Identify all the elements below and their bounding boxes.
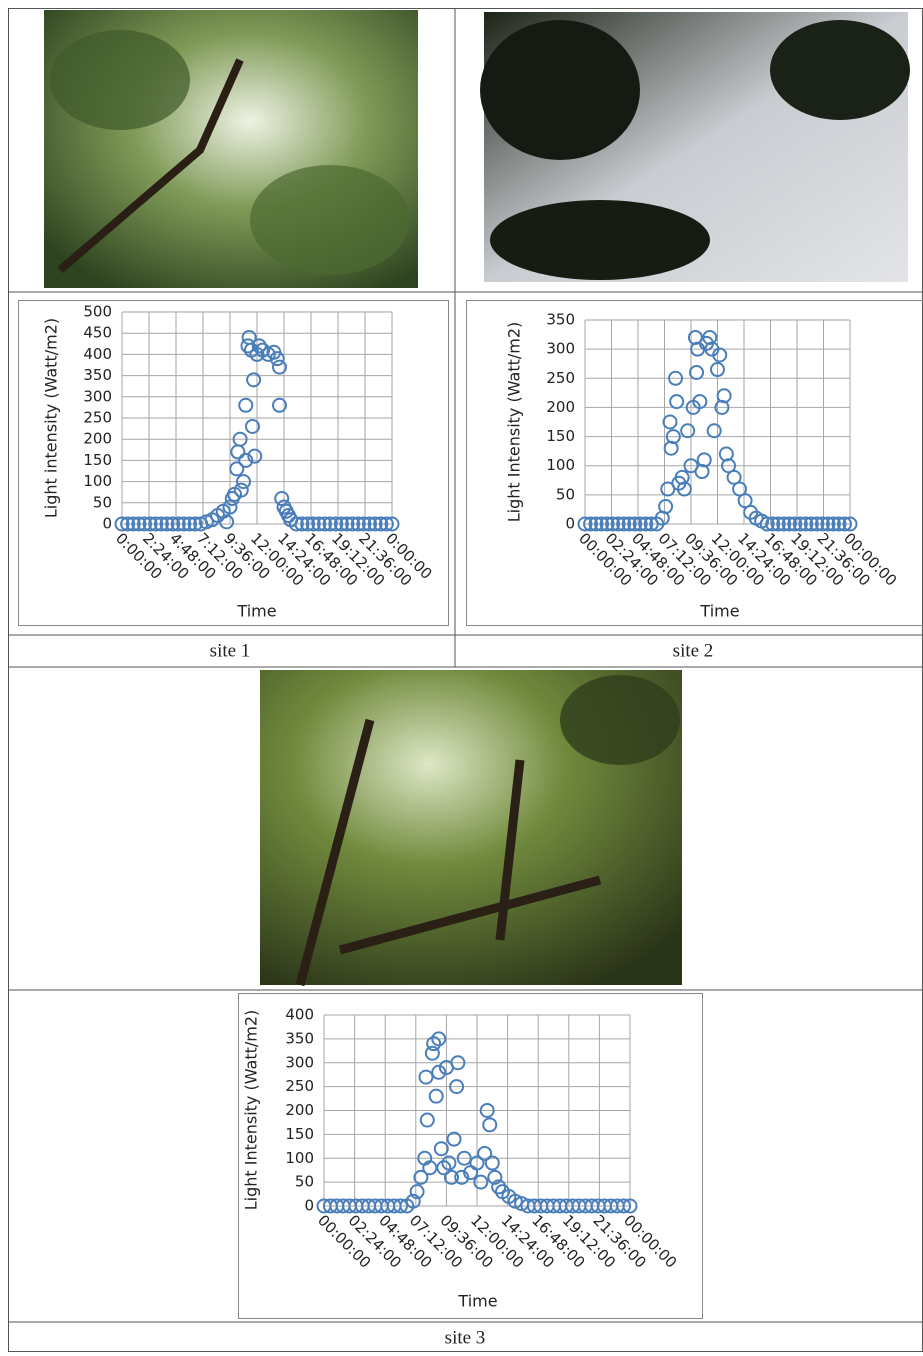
y-tick-label: 250	[546, 369, 575, 387]
y-tick-label: 250	[285, 1077, 314, 1095]
x-axis-title: Time	[699, 602, 739, 621]
y-tick-label: 150	[83, 451, 112, 469]
y-axis-title: Light intensity (Watt/m2)	[42, 318, 61, 518]
y-tick-label: 250	[83, 409, 112, 427]
point	[690, 366, 703, 379]
y-tick-label: 350	[285, 1029, 314, 1047]
point	[681, 424, 694, 437]
y-tick-label: 400	[285, 1006, 314, 1024]
y-tick-label: 200	[285, 1101, 314, 1119]
point	[670, 395, 683, 408]
y-tick-label: 50	[93, 493, 112, 511]
point	[708, 424, 721, 437]
y-tick-label: 50	[556, 485, 575, 503]
caption: site 1	[210, 640, 251, 661]
point	[483, 1118, 496, 1131]
point	[664, 416, 677, 429]
caption: site 3	[445, 1327, 486, 1348]
y-tick-label: 0	[304, 1197, 314, 1215]
y-axis-title: Light Intensity (Watt/m2)	[505, 322, 524, 523]
y-tick-label: 350	[83, 366, 112, 384]
y-tick-label: 450	[83, 324, 112, 342]
y-tick-label: 50	[295, 1173, 314, 1191]
point	[420, 1071, 433, 1084]
y-tick-label: 100	[83, 472, 112, 490]
caption: site 2	[673, 640, 714, 661]
y-tick-label: 350	[546, 311, 575, 329]
y-tick-label: 0	[102, 515, 112, 533]
point	[231, 445, 244, 458]
y-tick-label: 400	[83, 345, 112, 363]
y-tick-label: 0	[565, 515, 575, 533]
x-axis-title: Time	[236, 602, 276, 621]
y-tick-label: 150	[285, 1125, 314, 1143]
y-tick-label: 500	[83, 303, 112, 321]
photo-site-1	[44, 10, 418, 288]
y-axis-title: Light Intensity (Watt/m2)	[242, 1010, 261, 1211]
y-tick-label: 150	[546, 427, 575, 445]
point	[435, 1142, 448, 1155]
y-tick-label: 300	[285, 1053, 314, 1071]
y-tick-label: 100	[546, 456, 575, 474]
point	[421, 1114, 434, 1127]
y-tick-label: 300	[83, 387, 112, 405]
y-tick-label: 200	[546, 398, 575, 416]
y-tick-label: 100	[285, 1149, 314, 1167]
y-tick-label: 300	[546, 340, 575, 358]
point	[430, 1090, 443, 1103]
photo-site-2	[480, 12, 910, 282]
x-axis-title: Time	[457, 1292, 497, 1311]
photo-site-3	[260, 670, 682, 985]
point	[239, 399, 252, 412]
y-tick-label: 200	[83, 430, 112, 448]
point	[659, 500, 672, 513]
